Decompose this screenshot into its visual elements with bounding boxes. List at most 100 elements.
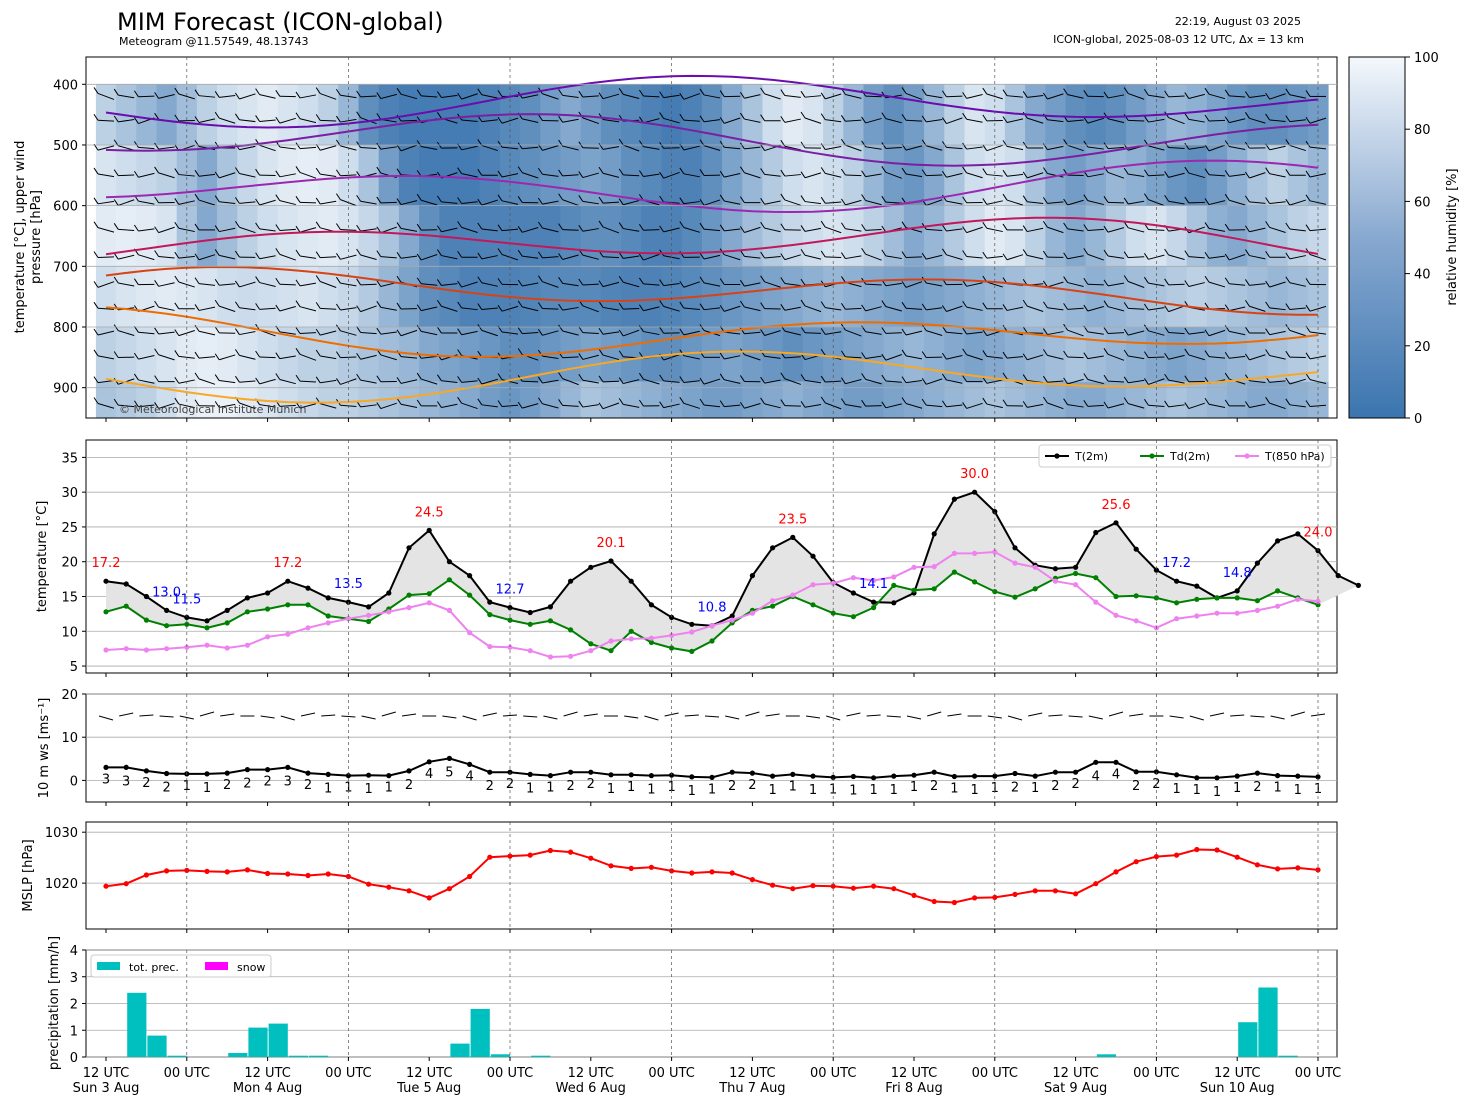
- wind-barb-flag: [436, 195, 442, 203]
- wind-barb-flag: [962, 402, 968, 409]
- humidity-cell: [883, 327, 905, 382]
- wind-barb-flag: [1083, 400, 1089, 407]
- wind-barb-flag: [1103, 225, 1109, 233]
- wind-barb-flag: [901, 349, 907, 357]
- humidity-cell: [479, 381, 501, 418]
- data-point: [850, 773, 857, 780]
- humidity-cell: [883, 84, 905, 145]
- wind-barb: [441, 305, 458, 312]
- y-tick-label: 1020: [45, 877, 78, 892]
- wind-speed-label: 2: [1132, 779, 1140, 794]
- data-point: [164, 770, 170, 777]
- wind-barb-flag: [194, 277, 200, 284]
- humidity-cell: [95, 205, 117, 267]
- surface-wind-barb: [1048, 714, 1063, 717]
- wind-barb: [562, 306, 579, 311]
- wind-barb: [825, 226, 842, 234]
- wind-barb: [946, 200, 963, 205]
- wind-barb: [1188, 93, 1205, 100]
- wind-barb: [865, 331, 882, 335]
- temperature-annotation: 20.1: [597, 536, 626, 551]
- wind-barb-flag: [719, 352, 725, 360]
- wind-barb: [198, 173, 216, 177]
- wind-barb: [400, 119, 418, 122]
- data-point: [1153, 854, 1159, 860]
- wind-barb-flag: [174, 221, 180, 229]
- data-point: [911, 892, 917, 899]
- humidity-cell: [196, 327, 218, 382]
- wind-speed-label: 1: [890, 783, 898, 798]
- wind-barb: [279, 404, 296, 407]
- wind-barb: [461, 330, 478, 336]
- data-point: [1113, 612, 1119, 618]
- wind-barb: [178, 281, 195, 288]
- temperature-annotation: 24.5: [415, 505, 444, 520]
- wind-barb: [926, 119, 943, 123]
- wind-speed-label: 3: [122, 774, 130, 789]
- wind-barb-flag: [113, 276, 119, 284]
- wind-barb: [1087, 355, 1104, 360]
- humidity-cell: [742, 266, 763, 327]
- wind-barb-flag: [901, 167, 907, 175]
- humidity-cell: [964, 266, 986, 327]
- wind-barb: [441, 403, 458, 409]
- wind-barb-flag: [699, 222, 705, 230]
- surface-wind-barb: [381, 711, 396, 717]
- data-point: [366, 604, 372, 610]
- wind-barb-flag: [255, 350, 261, 358]
- wind-barb: [582, 283, 599, 286]
- wind-speed-label: 1: [829, 782, 837, 797]
- data-point: [265, 606, 271, 612]
- wind-barb: [946, 254, 963, 261]
- wind-barb: [966, 146, 983, 150]
- wind-barb: [683, 173, 700, 178]
- wind-speed-label: 1: [869, 783, 877, 798]
- data-point: [669, 632, 675, 639]
- humidity-cell: [843, 84, 864, 145]
- wind-barb: [1188, 282, 1205, 287]
- humidity-cell: [1085, 205, 1107, 267]
- wind-barb: [1128, 379, 1145, 384]
- data-point: [951, 496, 958, 502]
- wind-barb-flag: [1184, 327, 1190, 335]
- humidity-cell: [439, 381, 460, 418]
- wind-speed-label: 1: [1273, 781, 1281, 796]
- day-label: Thu 7 Aug: [718, 1081, 785, 1096]
- wind-speed-label: 1: [627, 780, 635, 795]
- wind-barb-flag: [1164, 373, 1170, 381]
- humidity-cell: [136, 205, 157, 267]
- wind-barb-flag: [881, 353, 887, 361]
- data-point: [850, 590, 857, 596]
- wind-barb: [501, 228, 519, 232]
- wind-barb-flag: [982, 114, 988, 122]
- data-point: [972, 489, 978, 495]
- wind-barb: [562, 282, 579, 287]
- wind-speed-label: 2: [1071, 777, 1079, 792]
- wind-barb-flag: [699, 276, 705, 284]
- wind-barb: [602, 172, 620, 178]
- humidity-cell: [762, 266, 784, 327]
- wind-barb-flag: [255, 115, 261, 122]
- wind-barb-flag: [800, 374, 806, 381]
- wind-barb-flag: [517, 327, 523, 334]
- wind-speed-label: 4: [465, 769, 473, 784]
- x-tick-label: 00 UTC: [810, 1066, 856, 1081]
- wind-barb-flag: [1305, 400, 1311, 407]
- wind-barb: [1269, 119, 1286, 122]
- wind-barb: [724, 254, 741, 261]
- surface-wind-barb: [1250, 715, 1265, 718]
- wind-barb-flag: [558, 372, 564, 379]
- wind-barb: [744, 146, 761, 150]
- wind-barb-flag: [598, 92, 604, 99]
- wind-barb: [461, 201, 478, 205]
- temperature-annotation: 17.2: [1162, 556, 1191, 571]
- wind-barb: [421, 330, 438, 336]
- humidity-cell: [924, 266, 945, 327]
- humidity-cell: [540, 266, 561, 327]
- wind-speed-label: 2: [748, 778, 756, 793]
- isotherm: [105, 159, 1319, 214]
- wind-barb: [845, 119, 862, 122]
- data-point: [1012, 594, 1018, 600]
- wind-barb-flag: [1164, 305, 1170, 312]
- wind-barb-flag: [982, 251, 988, 259]
